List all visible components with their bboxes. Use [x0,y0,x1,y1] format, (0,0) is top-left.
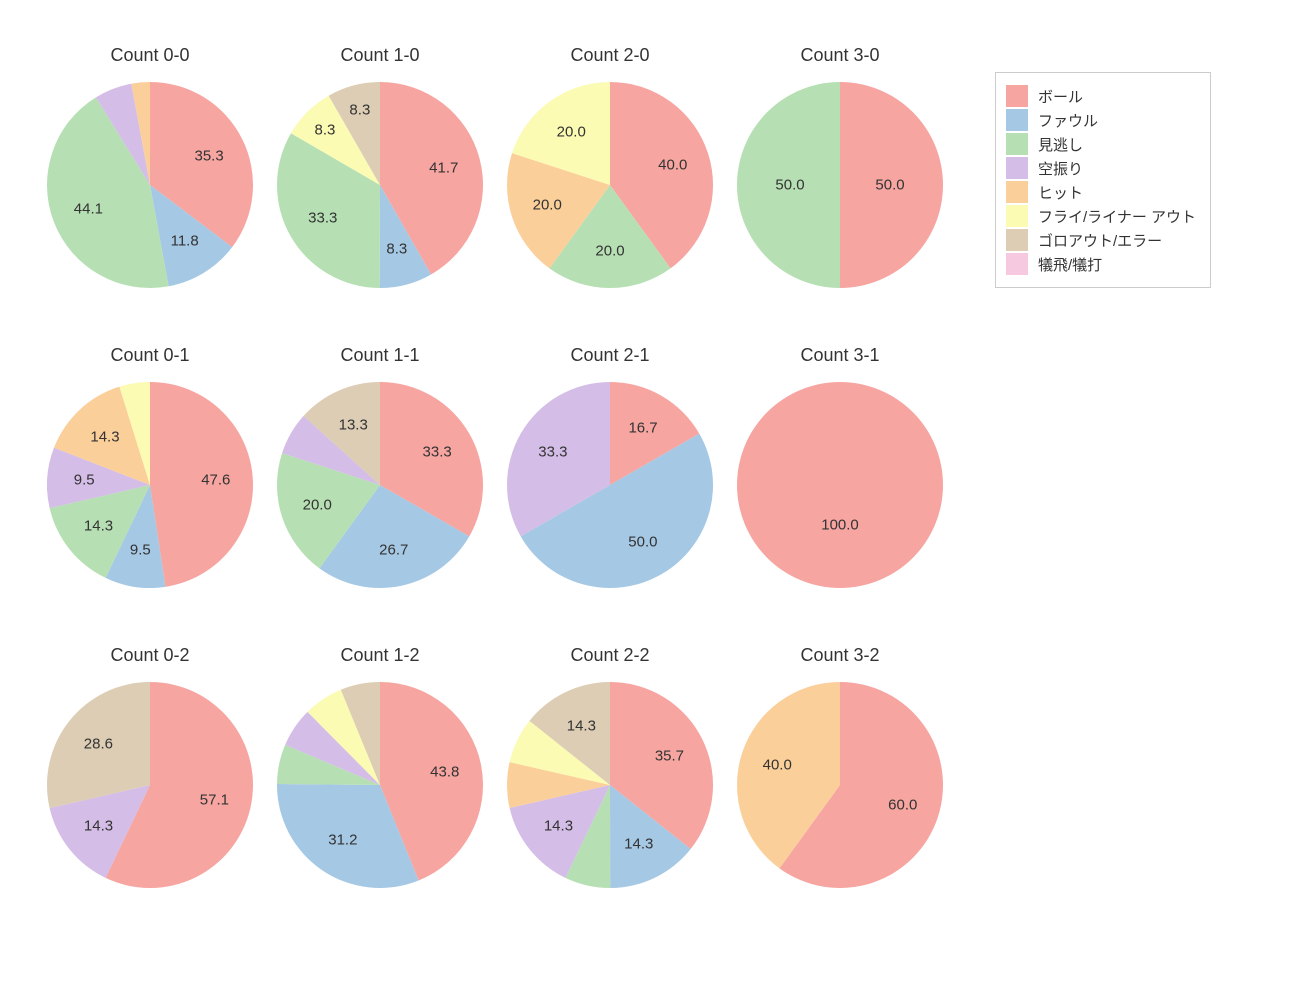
legend-label: 犠飛/犠打 [1038,254,1102,275]
chart-title: Count 3-1 [800,345,879,366]
legend-label: 空振り [1038,158,1083,179]
legend-label: ヒット [1038,182,1083,203]
pie-chart [507,382,713,593]
chart-title: Count 2-0 [570,45,649,66]
legend-item: ボール [1006,85,1196,107]
legend-item: 見逃し [1006,133,1196,155]
chart-title: Count 1-2 [340,645,419,666]
pie-chart [737,682,943,893]
chart-title: Count 0-1 [110,345,189,366]
legend-label: ボール [1038,86,1083,107]
chart-title: Count 1-1 [340,345,419,366]
pie-chart [277,82,483,293]
legend-swatch [1006,157,1028,179]
pie-chart [737,82,943,293]
legend-label: 見逃し [1038,134,1083,155]
legend-swatch [1006,253,1028,275]
pie-chart [277,382,483,593]
legend-swatch [1006,181,1028,203]
legend-swatch [1006,85,1028,107]
chart-title: Count 1-0 [340,45,419,66]
pie-chart [737,382,943,593]
chart-title: Count 0-2 [110,645,189,666]
pie-chart [277,682,483,893]
legend-item: 空振り [1006,157,1196,179]
chart-grid: Count 0-035.311.844.1Count 1-041.78.333.… [0,0,1300,1000]
pie-chart [507,682,713,893]
legend-item: ファウル [1006,109,1196,131]
legend: ボールファウル見逃し空振りヒットフライ/ライナー アウトゴロアウト/エラー犠飛/… [995,72,1211,288]
legend-swatch [1006,133,1028,155]
chart-title: Count 0-0 [110,45,189,66]
legend-item: 犠飛/犠打 [1006,253,1196,275]
legend-item: フライ/ライナー アウト [1006,205,1196,227]
legend-label: ファウル [1038,110,1098,131]
legend-swatch [1006,205,1028,227]
chart-title: Count 2-2 [570,645,649,666]
legend-item: ヒット [1006,181,1196,203]
pie-chart [507,82,713,293]
legend-item: ゴロアウト/エラー [1006,229,1196,251]
legend-swatch [1006,109,1028,131]
legend-label: フライ/ライナー アウト [1038,206,1196,227]
pie-chart [47,382,253,593]
chart-title: Count 3-2 [800,645,879,666]
pie-chart [47,682,253,893]
chart-title: Count 2-1 [570,345,649,366]
legend-label: ゴロアウト/エラー [1038,230,1162,251]
pie-chart [47,82,253,293]
legend-swatch [1006,229,1028,251]
chart-title: Count 3-0 [800,45,879,66]
